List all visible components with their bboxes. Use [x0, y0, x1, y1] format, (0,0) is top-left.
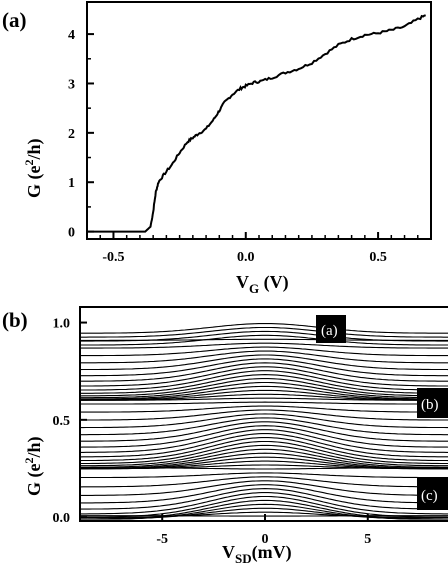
conductance-trace [80, 456, 448, 470]
conductance-trace [80, 385, 448, 400]
panel-a-y-ticks: 0 1 2 3 4 [68, 28, 94, 241]
conductance-trace [80, 358, 448, 377]
panel-a-y-tick-label: 3 [68, 77, 75, 92]
conductance-trace [80, 488, 448, 510]
conductance-trace [80, 366, 448, 387]
panel-a-y-tick-label: 1 [68, 176, 75, 191]
conductance-trace [80, 401, 448, 405]
panel-b-y-axis-title: G (e2/h) [22, 437, 45, 497]
conductance-trace [80, 334, 448, 346]
panel-b-x-tick-label: 5 [364, 532, 371, 547]
conductance-trace [80, 354, 448, 371]
callout-a: (a) [316, 315, 346, 343]
conductance-trace [80, 330, 448, 342]
panel-a-y-tick-label: 0 [68, 226, 75, 241]
callout-a-label: (a) [321, 323, 338, 339]
conductance-trace [80, 370, 448, 391]
conductance-trace [80, 429, 448, 453]
conductance-trace [80, 346, 448, 357]
conductance-trace [80, 350, 448, 364]
conductance-trace [80, 393, 448, 401]
conductance-trace [80, 476, 448, 488]
panel-b-x-tick-label: 0 [262, 532, 269, 547]
conductance-trace [80, 440, 448, 465]
panel-b-y-tick-label: 0.5 [53, 414, 71, 429]
callout-b: (b) [417, 388, 448, 418]
panel-a-y-tick-label: 4 [68, 28, 75, 43]
panel-a-label: (a) [2, 8, 27, 32]
conductance-trace [80, 405, 448, 413]
conductance-trace [80, 389, 448, 401]
panel-b-x-ticks: -5 0 5 [156, 514, 371, 547]
conductance-trace [80, 425, 448, 448]
conductance-vs-bias-curves [80, 322, 448, 520]
callout-c: (c) [417, 478, 448, 510]
panel-b-x-axis-title: VSD(mV) [222, 542, 292, 566]
callout-c-label: (c) [421, 488, 438, 504]
panel-b-y-ticks: 0.0 0.5 1.0 [53, 317, 87, 526]
conductance-trace [80, 492, 448, 515]
conductance-trace [80, 499, 448, 520]
conductance-trace [80, 322, 448, 334]
conductance-trace [80, 495, 448, 518]
conductance-trace [80, 421, 448, 442]
conductance-trace [80, 452, 448, 469]
conductance-trace [80, 472, 448, 479]
panel-b-y-tick-label: 0.0 [53, 511, 71, 526]
conductance-trace [80, 436, 448, 462]
panel-b: (b) -5 0 5 0.0 0.5 1.0 (a) (b) (c) VSD(mV) G… [2, 306, 448, 566]
panel-a-x-tick-label: 0.5 [369, 250, 387, 265]
callout-b-label: (b) [421, 397, 439, 413]
conductance-trace [80, 378, 448, 397]
panel-a-x-axis-title: VG (V) [236, 272, 289, 296]
panel-b-x-tick-label: -5 [156, 532, 168, 547]
conductance-trace [80, 444, 448, 467]
panel-a: (a) -0.5 0.0 0.5 0 1 2 3 4 VG (V) G (e2/h) [2, 1, 432, 296]
conductance-trace [80, 381, 448, 399]
conductance-trace [80, 409, 448, 421]
panel-a-x-tick-label: 0.0 [237, 250, 255, 265]
panel-a-x-ticks: -0.5 0.0 0.5 [99, 232, 419, 265]
conductance-trace [80, 433, 448, 458]
conductance-trace [80, 413, 448, 429]
panel-b-y-tick-label: 1.0 [53, 317, 71, 332]
conductance-trace [80, 503, 448, 520]
conductance-vs-gate-curve [87, 14, 426, 233]
conductance-trace [80, 326, 448, 338]
conductance-trace [80, 448, 448, 468]
conductance-trace [80, 362, 448, 382]
panel-a-y-tick-label: 2 [68, 127, 75, 142]
conductance-trace [80, 417, 448, 436]
panel-b-label: (b) [2, 308, 28, 332]
panel-a-y-axis-title: G (e2/h) [22, 139, 45, 199]
panel-a-x-tick-label: -0.5 [102, 250, 124, 265]
panel-a-frame [86, 1, 432, 240]
conductance-trace [80, 374, 448, 394]
conductance-trace [80, 484, 448, 504]
conductance-trace [80, 342, 448, 349]
conductance-trace [80, 480, 448, 496]
